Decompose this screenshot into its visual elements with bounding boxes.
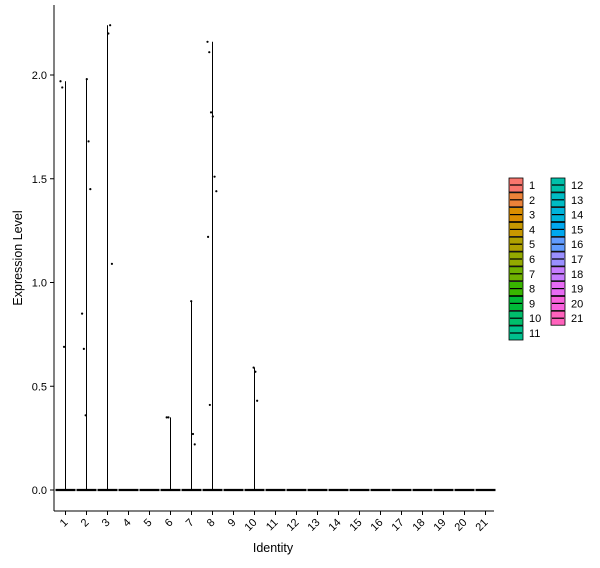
jitter-point [80, 312, 84, 315]
jitter-point [206, 40, 209, 43]
x-tick-label: 2 [79, 517, 92, 530]
legend-label-9: 9 [529, 298, 535, 310]
jitter-point [59, 80, 62, 83]
legend-label-16: 16 [571, 239, 583, 251]
legend-label-11: 11 [529, 328, 540, 340]
jitter-point [208, 403, 211, 407]
jitter-point [82, 347, 85, 350]
x-tick-label: 12 [284, 517, 301, 534]
legend-label-7: 7 [529, 269, 535, 281]
x-tick-label: 17 [389, 517, 406, 534]
jitter-point [87, 140, 90, 143]
x-tick-label: 20 [452, 517, 469, 534]
x-axis-title: Identity [253, 541, 294, 555]
jitter-point [85, 78, 88, 81]
jitter-point [190, 300, 193, 303]
x-tick-label: 11 [264, 517, 281, 534]
legend-label-6: 6 [529, 254, 535, 266]
legend-label-10: 10 [529, 313, 541, 325]
jitter-point [254, 370, 257, 373]
jitter-point [209, 111, 213, 114]
legend-label-5: 5 [529, 239, 535, 251]
y-tick-label: 1.5 [32, 174, 47, 186]
x-tick-label: 3 [100, 517, 113, 530]
legend-label-14: 14 [571, 210, 583, 222]
x-tick-label: 9 [226, 517, 239, 530]
legend-label-1: 1 [529, 180, 535, 192]
legend-label-13: 13 [571, 195, 583, 207]
legend-label-20: 20 [571, 298, 583, 310]
y-tick-label: 0.5 [32, 381, 47, 393]
legend-label-18: 18 [571, 269, 583, 281]
jitter-point [165, 416, 168, 419]
legend-label-17: 17 [571, 254, 583, 266]
x-axis-ticks: 1 2 3 4 5 6 7 8 9 10 11 12 13 14 15 16 17 18 19 20 21 [58, 511, 491, 534]
jitter-point [211, 115, 214, 118]
x-tick-label: 10 [242, 517, 259, 534]
x-tick-label: 16 [368, 517, 385, 534]
legend-label-15: 15 [571, 224, 583, 236]
jitter-point [193, 443, 196, 446]
x-tick-label: 18 [410, 517, 427, 534]
jitter-point [206, 235, 210, 238]
x-tick-label: 13 [305, 517, 322, 534]
legend-label-3: 3 [529, 210, 535, 222]
x-tick-label: 6 [163, 517, 176, 530]
legend-label-21: 21 [571, 313, 583, 325]
y-tick-label: 1.0 [32, 278, 47, 290]
y-axis-ticks: 0.0 0.5 1.0 1.5 2.0 [32, 70, 54, 497]
jitter-point [167, 416, 170, 419]
jitter-point [252, 366, 255, 369]
jitter-point [89, 188, 92, 191]
jitter-point [62, 345, 66, 348]
x-tick-label: 15 [347, 517, 364, 534]
x-tick-label: 7 [184, 517, 197, 530]
jitter-point [84, 414, 87, 417]
jitter-point [213, 175, 216, 178]
y-tick-label: 0.0 [32, 485, 47, 497]
jitter-point [208, 51, 211, 54]
x-tick-label: 8 [205, 517, 218, 530]
legend-label-12: 12 [571, 180, 583, 192]
jitter-point [256, 399, 259, 402]
x-tick-label: 19 [431, 517, 448, 534]
x-tick-label: 4 [121, 517, 134, 530]
jitter-points-layer [59, 24, 259, 446]
jitter-point [110, 262, 114, 265]
x-tick-label: 1 [58, 517, 71, 530]
legend-label-19: 19 [571, 284, 583, 296]
y-axis-title: Expression Level [11, 210, 25, 305]
jitter-point [191, 432, 195, 436]
jitter-point [107, 32, 110, 35]
jitter-point [109, 24, 112, 27]
legend-label-8: 8 [529, 284, 535, 296]
y-tick-label: 2.0 [32, 70, 47, 82]
x-tick-label: 5 [142, 517, 155, 530]
x-tick-label: 14 [326, 517, 343, 534]
x-tick-label: 21 [473, 517, 490, 534]
jitter-point [61, 86, 64, 89]
violin-layer [55, 25, 496, 492]
jitter-point [215, 190, 218, 193]
legend-label-4: 4 [529, 224, 535, 236]
legend-label-2: 2 [529, 195, 535, 207]
